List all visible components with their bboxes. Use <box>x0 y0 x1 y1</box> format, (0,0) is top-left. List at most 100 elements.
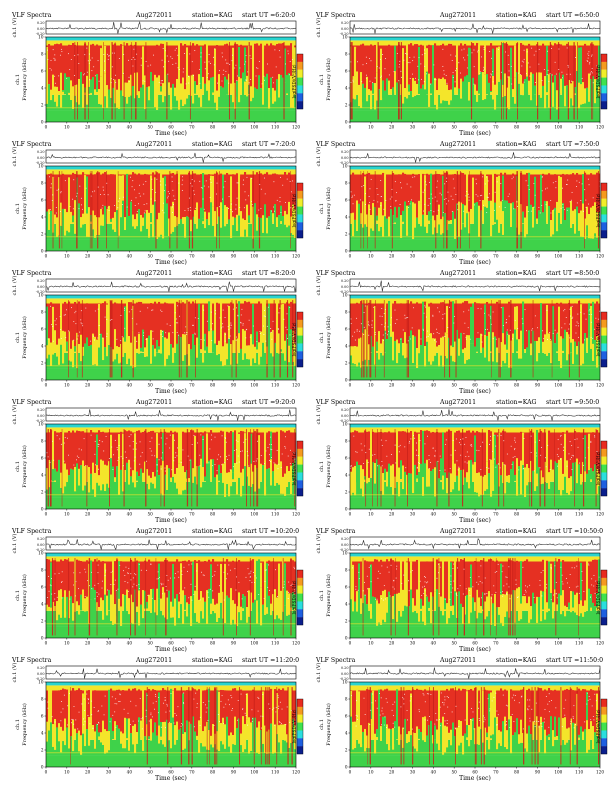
spectrogram-column <box>194 173 197 211</box>
spectrogram-speckle <box>385 200 387 201</box>
spectrogram-column <box>570 46 573 84</box>
spectrogram-column <box>440 176 443 220</box>
spectrogram-column <box>488 45 491 83</box>
spectrogram-speckle <box>367 588 369 590</box>
spectrogram-column <box>272 594 275 611</box>
spectrogram-speckle <box>575 57 577 58</box>
colorbar-label: log(PSD)(V²/Hz) <box>292 580 297 614</box>
spectrogram-speckle <box>263 177 265 179</box>
spectrogram-speckle <box>424 576 425 577</box>
spectrogram-column <box>120 431 123 470</box>
spectrogram-speckle <box>54 598 56 600</box>
spectrogram-column <box>504 306 507 345</box>
spectrogram-streak <box>380 429 382 507</box>
spectrogram-column <box>442 43 445 78</box>
spectrogram-column <box>90 215 93 222</box>
spectrogram-column <box>596 593 599 608</box>
spectrogram-speckle <box>237 455 239 457</box>
spectrogram-column <box>358 433 361 466</box>
channel-tick-label: 0.20 <box>341 21 349 25</box>
spectrogram-streak <box>77 42 78 120</box>
spectrogram-speckle <box>383 585 385 587</box>
spectrogram-speckle <box>417 65 419 67</box>
spectrogram-column <box>184 44 187 90</box>
spectrogram-column <box>570 83 573 99</box>
spectrogram-column <box>582 82 585 104</box>
spectrogram-column <box>94 559 97 590</box>
spectrogram-column <box>290 301 293 330</box>
spectrogram-column <box>374 83 377 110</box>
spectrogram-speckle <box>203 309 205 311</box>
spectrogram-speckle <box>194 50 196 52</box>
channel-axis-label: ch.1 (V) <box>11 18 18 38</box>
spectrogram-column <box>104 45 107 74</box>
spectrogram-column <box>584 471 587 481</box>
spectrogram-speckle <box>101 441 103 443</box>
spectrogram-speckle <box>259 330 261 332</box>
spectrogram-speckle <box>581 183 583 185</box>
spectrogram-speckle <box>396 192 398 194</box>
spectrogram-column <box>554 304 557 344</box>
spectrogram-column <box>486 74 489 95</box>
spectrogram-column <box>160 207 163 235</box>
spectrogram-speckle <box>160 184 162 186</box>
spectrogram-streak <box>195 300 196 378</box>
spectrogram-speckle <box>453 315 455 317</box>
spectrogram-column <box>124 306 127 342</box>
spectrogram-speckle <box>230 322 232 324</box>
spectrogram-speckle <box>516 201 518 203</box>
spectrogram-column <box>462 559 465 608</box>
x-tick-label: 30 <box>410 254 416 259</box>
spectrogram-speckle <box>366 575 368 577</box>
spectrogram-streak <box>584 171 585 249</box>
spectrogram-column <box>494 306 497 337</box>
spectrogram-column <box>286 466 289 487</box>
spectrogram-speckle <box>364 445 366 447</box>
spectrogram-column <box>524 467 527 498</box>
spectrogram-column <box>222 209 225 238</box>
spectrogram-speckle <box>243 441 245 443</box>
x-tick-label: 30 <box>106 641 112 646</box>
spectrogram-column <box>566 607 569 610</box>
spectrogram-speckle <box>516 597 518 598</box>
spectrogram-column <box>394 594 397 615</box>
spectrogram-column <box>568 562 571 603</box>
spectrogram-speckle <box>99 440 101 441</box>
spectrogram-column <box>136 606 139 612</box>
spectrogram-streak <box>551 300 553 378</box>
spectrogram-column <box>432 305 435 339</box>
spectrogram-speckle <box>290 207 292 209</box>
spectrogram-speckle <box>256 340 258 342</box>
spectrogram-speckle <box>284 446 286 447</box>
spectrogram-column <box>478 74 481 94</box>
x-tick-label: 100 <box>250 125 258 130</box>
spectrogram-speckle <box>78 63 80 64</box>
spectrogram-speckle <box>425 306 427 308</box>
spectrogram-speckle <box>477 51 479 53</box>
chart-station: station=KAG <box>192 141 233 148</box>
y-axis-channel-label: ch.1 <box>319 74 325 85</box>
spectrogram <box>46 424 297 509</box>
spectrogram-column <box>438 174 441 205</box>
spectrogram-column <box>242 176 245 219</box>
channel-trace <box>349 537 601 550</box>
spectrogram-column <box>416 348 419 369</box>
spectrogram-column <box>354 46 357 77</box>
spectrogram-speckle <box>50 59 52 61</box>
spectra-chart: VLF Spectra Aug272011 station=KAG start UT … <box>11 270 304 394</box>
spectrogram-column <box>164 200 167 231</box>
spectrogram-speckle <box>464 59 466 61</box>
channel-tick-label: 0.00 <box>341 27 349 31</box>
spectrogram-column <box>566 332 569 361</box>
spectrogram-speckle <box>546 583 548 585</box>
spectrogram-column <box>46 468 49 490</box>
spectrogram-speckle <box>452 77 454 78</box>
spectrogram-speckle <box>59 316 61 318</box>
spectrogram-column <box>204 83 207 97</box>
y-tick-label: 10 <box>38 164 44 169</box>
spectrogram-column <box>204 431 207 477</box>
spectrogram-speckle <box>475 178 477 180</box>
spectrogram-column <box>542 341 545 350</box>
spectrogram-speckle <box>500 307 502 309</box>
spectrogram-speckle <box>74 75 75 77</box>
